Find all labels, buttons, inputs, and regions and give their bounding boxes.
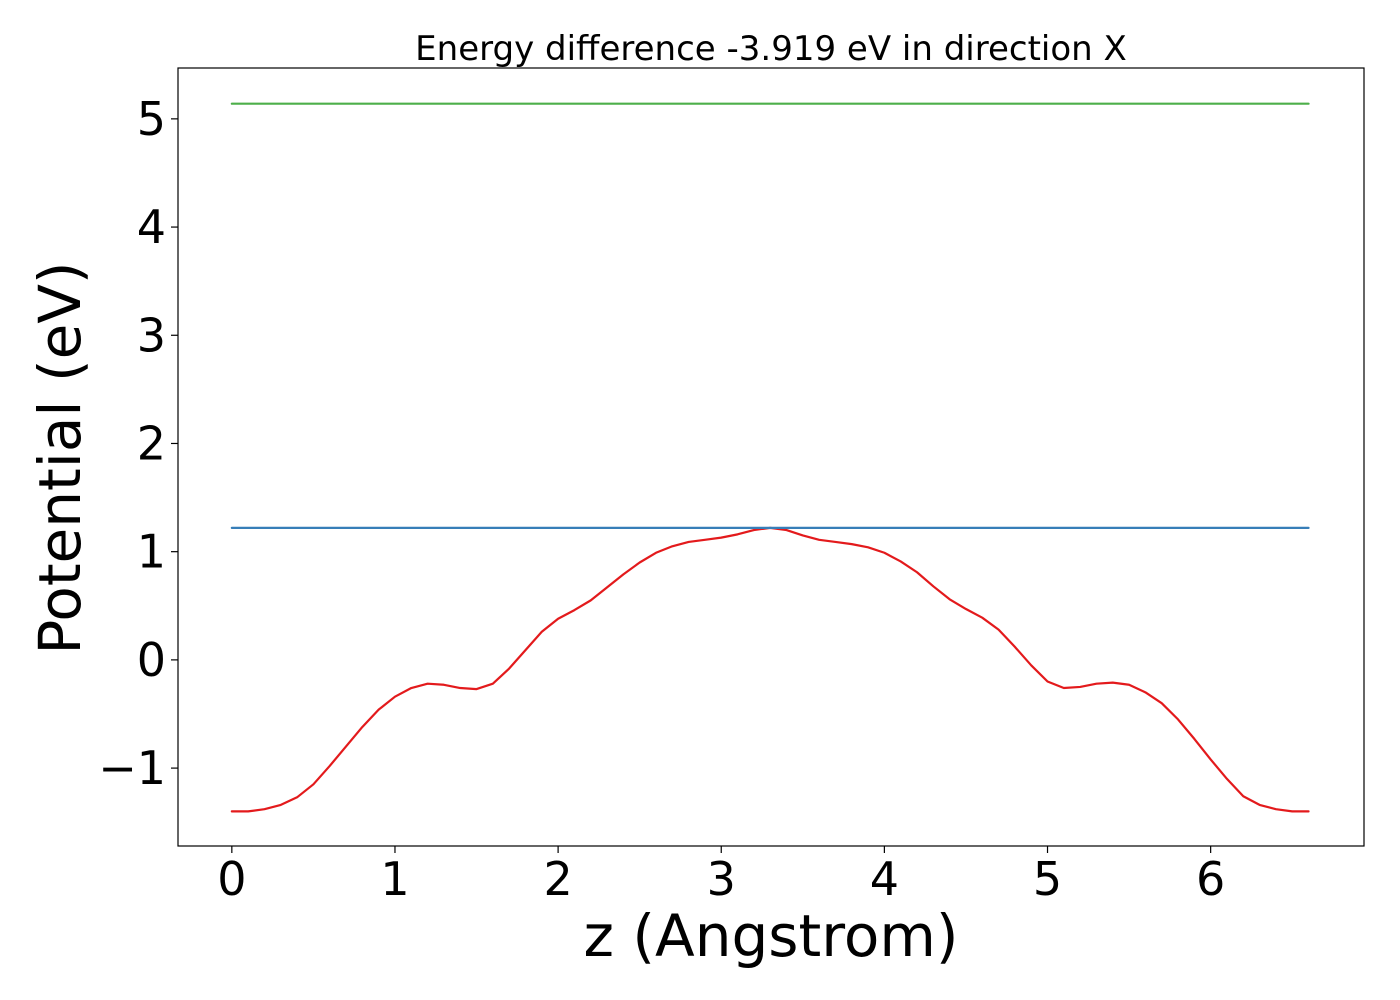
x-tick-label: 6 [1196, 852, 1225, 906]
x-tick-label: 0 [217, 852, 246, 906]
plot-frame [177, 67, 1365, 847]
y-tick-label: −1 [98, 741, 166, 795]
y-tick-label: 0 [137, 633, 166, 687]
y-tick-label: 5 [137, 92, 166, 146]
y-tick-label: 2 [137, 416, 166, 470]
x-tick-label: 1 [380, 852, 409, 906]
chart-title: Energy difference -3.919 eV in direction… [415, 29, 1127, 69]
x-tick-label: 4 [870, 852, 899, 906]
y-tick-label: 1 [137, 525, 166, 579]
series-layer [230, 102, 1310, 813]
x-axis-label: z (Angstrom) [584, 902, 959, 970]
y-tick-label: 4 [137, 200, 166, 254]
x-tick-label: 2 [543, 852, 572, 906]
ticks-layer: 0 1 2 3 4 5 6 −1 0 1 2 3 4 5 [98, 92, 1225, 906]
x-tick-label: 5 [1033, 852, 1062, 906]
x-tick-label: 3 [707, 852, 736, 906]
y-tick-label: 3 [137, 308, 166, 362]
y-axis-label: Potential (eV) [26, 261, 94, 654]
